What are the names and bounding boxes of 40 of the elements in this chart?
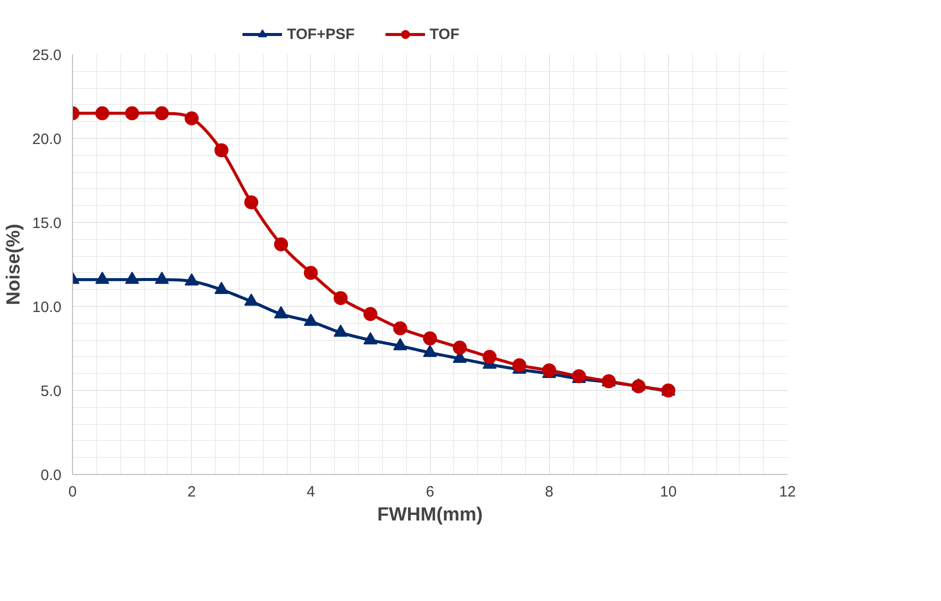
point	[423, 344, 437, 357]
point	[214, 282, 228, 294]
point	[393, 338, 408, 350]
x-tick-label: 12	[779, 484, 796, 500]
x-tick-label: 0	[68, 484, 77, 500]
y-axis-title: Noise(%)	[3, 224, 24, 306]
point	[184, 273, 199, 286]
legend-label: TOF+PSF	[287, 26, 355, 42]
point	[244, 195, 258, 210]
point	[184, 111, 199, 126]
point	[95, 106, 110, 120]
point	[334, 291, 348, 306]
x-tick-label: 6	[426, 484, 434, 500]
point	[363, 332, 378, 344]
x-tick-label: 2	[187, 484, 196, 500]
y-tick-label: 10.0	[32, 299, 62, 316]
point	[393, 321, 408, 336]
y-tick-label: 25.0	[32, 47, 62, 64]
y-tick-label: 20.0	[32, 131, 62, 148]
y-tick-label: 5.0	[40, 383, 62, 400]
point	[334, 324, 348, 337]
point	[304, 266, 318, 280]
point	[274, 237, 288, 252]
x-tick-label: 10	[660, 484, 677, 500]
point	[154, 272, 169, 284]
y-tick-label: 0.0	[40, 467, 62, 484]
point	[274, 306, 288, 318]
point	[95, 272, 110, 284]
x-tick-label: 4	[306, 484, 316, 500]
x-axis-title: FWHM(mm)	[377, 504, 483, 526]
point	[154, 106, 169, 120]
point	[125, 272, 140, 284]
point	[244, 293, 258, 306]
y-tick-label: 15.0	[32, 215, 62, 232]
legend-label: TOF	[430, 26, 460, 42]
point	[423, 331, 437, 346]
point	[125, 106, 140, 120]
point	[214, 143, 228, 158]
point	[304, 314, 318, 326]
x-tick-label: 8	[544, 484, 554, 500]
